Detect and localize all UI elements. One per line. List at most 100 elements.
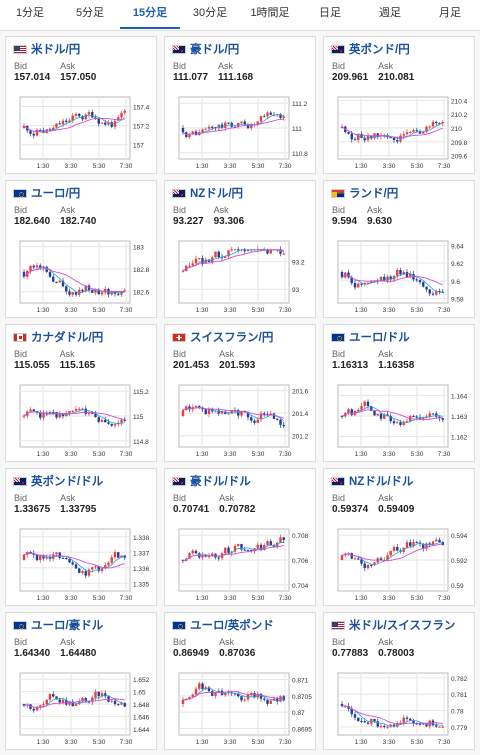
pair-name[interactable]: カナダドル/円 (31, 332, 104, 344)
tab-4[interactable]: 1時間足 (250, 7, 290, 19)
candle-body (207, 555, 211, 557)
pair-name[interactable]: ランド/円 (349, 188, 399, 200)
pair-name[interactable]: 米ドル/スイスフラン (349, 620, 456, 632)
ask-value: 115.165 (59, 360, 96, 371)
candle-body (87, 413, 91, 415)
x-tick-label: 7:30 (279, 451, 292, 458)
currency-card[interactable]: スイスフラン/円 Bid 201.453 Ask 201.593 201.6 20… (164, 324, 316, 462)
y-tick-label: 0.708 (292, 533, 309, 540)
candle-body (392, 421, 396, 424)
candle-body (376, 413, 379, 416)
bid-label: Bid (173, 493, 187, 503)
candle-body (227, 250, 230, 257)
candle-body (71, 115, 74, 121)
bid-ask: Bid 115.055 Ask 115.165 (14, 349, 95, 371)
candle-body (425, 126, 428, 132)
candle-body (237, 249, 240, 251)
currency-card[interactable]: 豪ドル/円 Bid 111.077 Ask 111.168 111.2 111 11… (164, 36, 316, 174)
ask-value: 0.59409 (378, 504, 415, 515)
eu-us-flag (331, 332, 345, 342)
x-tick-label: 5:30 (93, 739, 106, 746)
card-title: ランド/円 (331, 186, 398, 200)
x-tick-label: 7:30 (279, 163, 292, 170)
ma-long-line (341, 705, 443, 725)
tab-7[interactable]: 月足 (439, 7, 461, 19)
candle-body (201, 683, 204, 689)
x-tick-label: 5:30 (411, 307, 424, 314)
y-tick-label: 0.704 (292, 583, 309, 590)
candle-body (409, 542, 412, 547)
ma-long-line (182, 249, 284, 272)
tab-5[interactable]: 日足 (319, 7, 341, 19)
candle-body (32, 409, 35, 412)
pair-name[interactable]: 豪ドル/円 (190, 44, 240, 56)
candle-body (263, 116, 266, 118)
pair-name[interactable]: NZドル/円 (190, 188, 244, 200)
candle-body (360, 720, 363, 722)
bid-label: Bid (14, 349, 28, 359)
currency-card[interactable]: NZドル/円 Bid 93.227 Ask 93.306 93.2 93 1:30 3… (164, 180, 316, 318)
currency-card[interactable]: 英ポンド/円 Bid 209.961 Ask 210.081 210.4 210.… (323, 36, 475, 174)
candle-body (39, 705, 42, 708)
x-tick-label: 7:30 (438, 163, 451, 170)
candle-body (120, 419, 123, 423)
candle-body (120, 112, 123, 118)
candle-body (104, 565, 107, 569)
pair-name[interactable]: ユーロ/円 (31, 188, 81, 200)
candle-body (373, 562, 376, 565)
ask-value: 210.081 (378, 72, 415, 83)
currency-card[interactable]: NZドル/ドル Bid 0.59374 Ask 0.59409 0.594 0.5… (323, 468, 475, 606)
currency-card[interactable]: 米ドル/スイスフラン Bid 0.77883 Ask 0.78003 0.782… (323, 612, 475, 750)
bid-label: Bid (332, 637, 346, 647)
currency-card[interactable]: カナダドル/円 Bid 115.055 Ask 115.165 115.2 115… (5, 324, 157, 462)
pair-name[interactable]: 豪ドル/ドル (190, 476, 251, 488)
mini-candlestick-chart: 157.4 157.2 157 1:30 3:30 5:30 7:30 (19, 96, 150, 170)
tab-1[interactable]: 5分足 (75, 7, 105, 19)
pair-name[interactable]: NZドル/ドル (349, 476, 414, 488)
y-tick-label: 0.8695 (292, 726, 312, 733)
currency-card[interactable]: ユーロ/円 Bid 182.640 Ask 182.740 183 182.8 18… (5, 180, 157, 318)
currency-card[interactable]: ランド/円 Bid 9.594 Ask 9.630 9.64 9.62 9.6 9.5… (323, 180, 475, 318)
x-tick-label: 3:30 (65, 595, 78, 602)
currency-card[interactable]: ユーロ/豪ドル Bid 1.64340 Ask 1.64480 1.652 1.6… (5, 612, 157, 750)
candle-body (276, 542, 279, 547)
pair-name[interactable]: スイスフラン/円 (190, 332, 274, 344)
tab-6[interactable]: 週足 (379, 7, 401, 19)
candle-body (431, 541, 435, 546)
candle-body (22, 272, 26, 277)
gb-jp-flag (331, 44, 345, 54)
candle-body (224, 547, 227, 554)
x-tick-label: 3:30 (224, 163, 237, 170)
tab-3[interactable]: 30分足 (192, 7, 228, 19)
pair-name[interactable]: ユーロ/豪ドル (31, 620, 104, 632)
pair-name[interactable]: 英ポンド/ドル (31, 476, 104, 488)
eu-au-flag (13, 620, 27, 630)
currency-card[interactable]: 米ドル/円 Bid 157.014 Ask 157.050 157.4 157.2… (5, 36, 157, 174)
candle-body (42, 266, 45, 269)
tab-2[interactable]: 15分足 (120, 0, 180, 29)
bid-value: 201.453 (173, 360, 210, 371)
currency-card[interactable]: ユーロ/英ポンド Bid 0.86949 Ask 0.87036 0.871 0.… (164, 612, 316, 750)
y-tick-label: 93 (292, 287, 300, 294)
pair-name[interactable]: 米ドル/円 (31, 44, 81, 56)
candle-body (405, 421, 409, 423)
pair-name[interactable]: ユーロ/ドル (349, 332, 410, 344)
y-tick-label: 0.87 (292, 710, 305, 717)
currency-card[interactable]: 英ポンド/ドル Bid 1.33675 Ask 1.33795 1.338 1.3… (5, 468, 157, 606)
candle-body (81, 408, 84, 410)
x-tick-label: 7:30 (279, 595, 292, 602)
candle-body (418, 723, 422, 725)
candle-body (227, 413, 230, 415)
pair-name[interactable]: 英ポンド/円 (349, 44, 410, 56)
candle-body (379, 276, 383, 282)
candle-body (61, 413, 65, 417)
candle-body (188, 406, 191, 410)
pair-name[interactable]: ユーロ/英ポンド (190, 620, 274, 632)
candle-body (58, 123, 61, 125)
candle-body (52, 694, 55, 697)
currency-card[interactable]: 豪ドル/ドル Bid 0.70741 Ask 0.70782 0.708 0.70… (164, 468, 316, 606)
currency-card[interactable]: ユーロ/ドル Bid 1.16313 Ask 1.16358 1.164 1.16… (323, 324, 475, 462)
candle-body (97, 417, 100, 422)
candle-body (84, 698, 87, 702)
tab-0[interactable]: 1分足 (15, 7, 45, 19)
